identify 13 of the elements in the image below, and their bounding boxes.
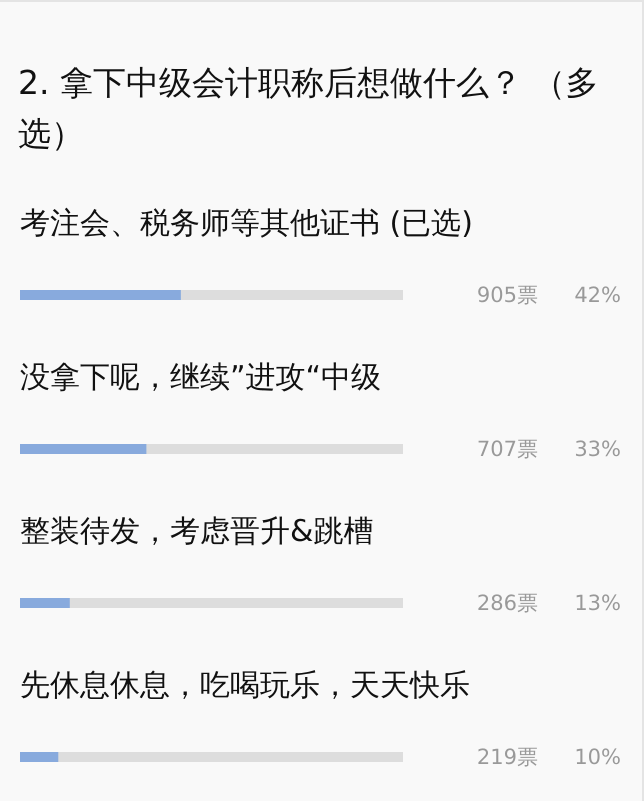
y-tick-label: 没拿下呢，继续”进攻“中级 xyxy=(20,360,382,394)
data-label: 10% xyxy=(574,745,621,769)
text: 707票 xyxy=(476,437,538,461)
text: 905票 xyxy=(476,283,538,307)
y-tick-label: 整装待发，考虑晋升&跳槽 xyxy=(20,514,374,548)
data-label: 13% xyxy=(574,591,621,615)
y-tick-label: 考注会、税务师等其他证书 (已选) xyxy=(20,206,473,240)
text: 219票 xyxy=(476,745,538,769)
y-tick-label: 先休息休息，吃喝玩乐，天天快乐 xyxy=(20,668,470,702)
chart-title: 2. 拿下中级会计职称后想做什么？ （多选） xyxy=(18,62,600,155)
text: 286票 xyxy=(476,591,538,615)
data-label: 42% xyxy=(574,283,621,307)
data-label: 33% xyxy=(574,437,621,461)
